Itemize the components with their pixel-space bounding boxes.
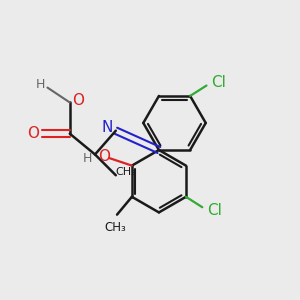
Text: O: O [98,149,110,164]
Text: O: O [72,94,84,109]
Text: CH₃: CH₃ [105,220,126,234]
Text: CH₃: CH₃ [115,167,136,177]
Text: O: O [27,126,39,141]
Text: H: H [82,152,92,165]
Text: Cl: Cl [212,75,226,90]
Text: N: N [102,120,113,135]
Text: H: H [36,78,46,91]
Text: Cl: Cl [207,203,222,218]
